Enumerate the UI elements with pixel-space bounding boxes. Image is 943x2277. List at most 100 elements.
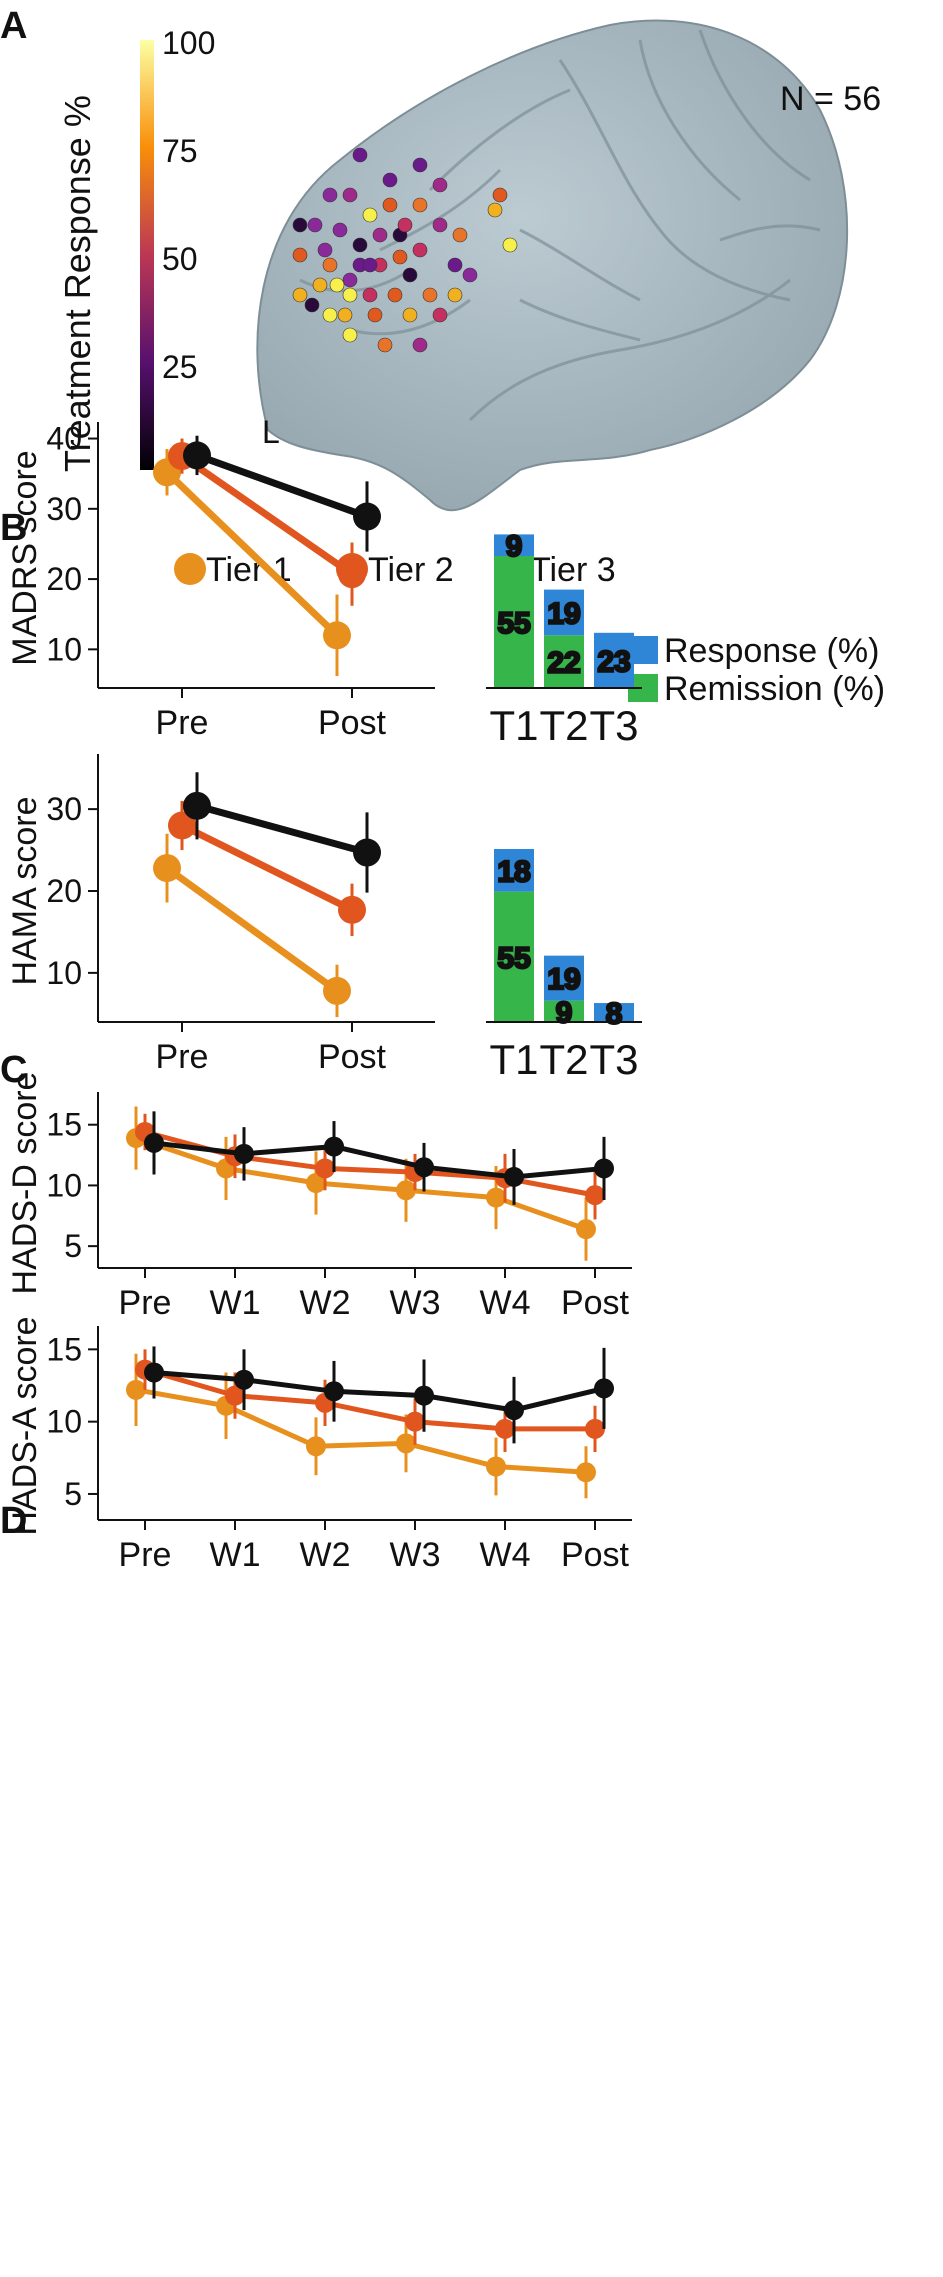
response-value-label: 9 [506, 530, 523, 563]
series-line [153, 1140, 605, 1180]
series-line [195, 452, 369, 520]
tier-legend: Tier 1 Tier 2 Tier 3 [174, 551, 616, 589]
response-value-label: 19 [547, 597, 580, 630]
y-tick-label: 10 [46, 631, 82, 667]
remission-value-label: 22 [547, 647, 580, 680]
target-dot [317, 242, 333, 258]
hama-bar-chart: 55 18 T1 919 T2 8 T3 [486, 848, 642, 1083]
colorbar [140, 40, 154, 470]
series-line [164, 469, 340, 638]
target-dot [362, 257, 378, 273]
target-dot [322, 187, 338, 203]
data-point [594, 1378, 614, 1399]
target-dot [412, 157, 428, 173]
panel-label-c: C [0, 1049, 27, 1091]
colorbar-tick: 100 [162, 25, 215, 61]
target-dot [352, 237, 368, 253]
bar-category-label: T2 [539, 702, 588, 749]
target-dot [292, 287, 308, 303]
data-point [486, 1456, 506, 1477]
y-tick-label: 10 [46, 955, 82, 991]
target-dot [367, 307, 383, 323]
series-line [135, 1387, 587, 1475]
x-tick-label: Post [561, 1536, 630, 1574]
x-tick-label: W3 [390, 1284, 441, 1322]
hadsd-line-chart: 5 10 15 Pre W1 W2 W3 W4 Post HADS-D score [6, 1072, 632, 1322]
target-dot [382, 172, 398, 188]
y-tick-label: 10 [46, 1404, 82, 1440]
target-dot [322, 307, 338, 323]
panel-label-b: B [0, 507, 27, 549]
target-dot [292, 217, 308, 233]
data-point [338, 560, 366, 589]
series-line [144, 1367, 595, 1432]
remission-bar [494, 556, 534, 688]
remission-bar [494, 891, 534, 1022]
series-line [153, 1370, 605, 1413]
data-point [168, 811, 196, 840]
y-axis-label: MADRS score [6, 450, 44, 665]
data-point [495, 1418, 515, 1439]
target-dot [312, 277, 328, 293]
target-dot [422, 287, 438, 303]
series-line [180, 822, 354, 913]
y-axis-label: HADS-A score [6, 1316, 44, 1535]
target-dot [397, 217, 413, 233]
x-tick-label: W4 [480, 1284, 531, 1322]
target-dot [432, 217, 448, 233]
bar-category-label: T2 [539, 1036, 588, 1083]
target-dot [307, 217, 323, 233]
y-tick-label: 30 [46, 791, 82, 827]
series-line [196, 802, 368, 856]
panel-label-a: A [0, 5, 27, 47]
target-dot [362, 207, 378, 223]
data-point [306, 1436, 326, 1457]
data-point [323, 621, 351, 650]
target-dot [462, 267, 478, 283]
target-dot [329, 277, 345, 293]
brain-surface [256, 19, 849, 512]
remission-value-label: 9 [556, 996, 573, 1029]
y-tick-label: 20 [46, 873, 82, 909]
x-tick-label: W3 [390, 1536, 441, 1574]
data-point [486, 1187, 506, 1208]
panel-label-d: D [0, 1500, 27, 1542]
x-tick-label: Post [561, 1284, 630, 1322]
response-bar [594, 1003, 634, 1022]
target-dot [402, 267, 418, 283]
x-tick-label: W4 [480, 1536, 531, 1574]
target-dot [382, 197, 398, 213]
data-point [144, 1362, 164, 1383]
y-tick-label: 30 [46, 491, 82, 527]
data-point [234, 1369, 254, 1390]
response-value-label: 19 [547, 963, 580, 996]
y-tick-label: 5 [64, 1228, 82, 1264]
colorbar-tick: 50 [162, 241, 198, 277]
data-point [414, 1157, 434, 1178]
data-point [324, 1136, 344, 1157]
data-point [225, 1385, 245, 1406]
data-point [585, 1185, 605, 1206]
data-point [396, 1433, 416, 1454]
x-tick-label: Pre [156, 1038, 209, 1076]
target-dot [304, 297, 320, 313]
y-tick-label: 15 [46, 1331, 82, 1367]
target-dot [342, 287, 358, 303]
response-bar [494, 848, 534, 892]
colorbar-title: Treatment Response % [57, 95, 98, 472]
data-point [183, 441, 211, 470]
bar-category-label: T1 [489, 1036, 538, 1083]
data-point [353, 838, 381, 867]
data-point [324, 1381, 344, 1402]
series-line [164, 865, 340, 994]
legend-label-tier2: Tier 2 [368, 551, 454, 589]
y-tick-label: 15 [46, 1107, 82, 1143]
data-point [405, 1411, 425, 1432]
legend-label-response: Response (%) [664, 632, 879, 670]
y-axis-label: HADS-D score [6, 1072, 44, 1295]
data-point [183, 791, 211, 820]
response-value-label: 18 [497, 855, 530, 888]
data-point [504, 1166, 524, 1187]
target-dot [342, 327, 358, 343]
